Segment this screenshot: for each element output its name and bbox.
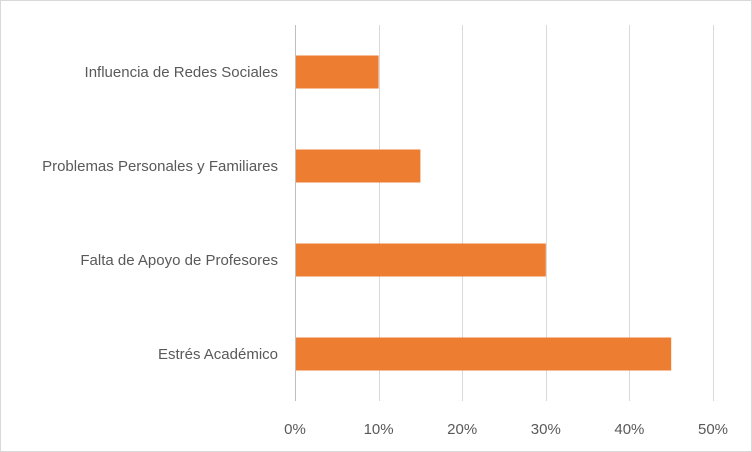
category-labels: Influencia de Redes Sociales Problemas Pe… xyxy=(42,64,278,363)
bar xyxy=(296,337,672,371)
x-tick-label: 50% xyxy=(698,421,728,438)
bar xyxy=(296,149,421,183)
x-tick-label: 10% xyxy=(364,421,394,438)
value-axis-labels: 0% 10% 20% 30% 40% 50% xyxy=(284,421,728,438)
x-tick-label: 20% xyxy=(447,421,477,438)
category-label: Influencia de Redes Sociales xyxy=(85,64,278,81)
bar xyxy=(296,243,546,277)
x-tick-label: 0% xyxy=(284,421,306,438)
category-label: Estrés Académico xyxy=(158,346,278,363)
x-tick-label: 40% xyxy=(614,421,644,438)
bars xyxy=(296,55,672,371)
category-label: Falta de Apoyo de Profesores xyxy=(80,252,278,269)
x-tick-label: 30% xyxy=(531,421,561,438)
bar xyxy=(296,55,379,89)
category-label: Problemas Personales y Familiares xyxy=(42,158,278,175)
